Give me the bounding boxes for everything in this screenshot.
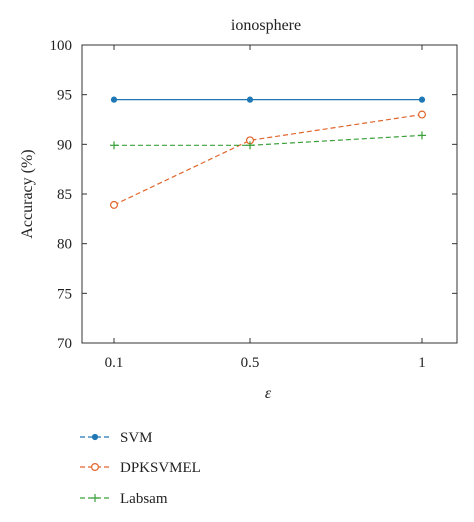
legend-item-svm: SVM	[80, 430, 153, 446]
data-point	[110, 96, 118, 103]
y-tick-label: 70	[57, 336, 72, 352]
legend-label: DPKSVMEL	[120, 460, 201, 476]
data-point	[418, 131, 426, 140]
y-tick-label: 90	[57, 137, 72, 153]
legend-item-dpksvmel: DPKSVMEL	[80, 460, 201, 476]
chart-title: ionosphere	[231, 17, 301, 34]
legend-label: Labsam	[120, 491, 168, 507]
data-point	[418, 96, 426, 103]
legend: SVM DPKSVMEL Labsam	[80, 430, 201, 507]
legend-item-labsam: Labsam	[80, 491, 168, 507]
y-tick-label: 75	[57, 286, 72, 302]
series-svm	[110, 96, 426, 103]
legend-label: SVM	[120, 430, 153, 446]
y-axis-label: Accuracy (%)	[19, 149, 36, 238]
data-point	[109, 200, 118, 209]
y-tick-label: 95	[57, 88, 72, 104]
series-dpksvmel	[109, 110, 427, 209]
data-point	[418, 110, 427, 119]
y-tick-label: 85	[57, 187, 72, 203]
x-axis-ticks: 0.1 0.5 1	[105, 45, 426, 371]
data-point	[91, 494, 99, 502]
series-labsam	[110, 131, 426, 150]
data-point	[91, 433, 99, 441]
x-tick-label: 0.5	[241, 355, 260, 371]
data-point	[90, 463, 99, 472]
y-tick-label: 100	[50, 38, 73, 54]
series-line	[113, 113, 423, 206]
series-layer	[109, 96, 427, 209]
data-point	[246, 141, 254, 150]
series-line	[114, 134, 423, 146]
x-axis-label: ε	[265, 385, 272, 402]
y-axis-ticks: 70 75 80 85 90 95 100	[50, 38, 457, 352]
x-tick-label: 1	[418, 355, 426, 371]
data-point	[110, 141, 118, 150]
y-tick-label: 80	[57, 237, 72, 253]
x-tick-label: 0.1	[105, 355, 124, 371]
data-point	[246, 96, 254, 103]
